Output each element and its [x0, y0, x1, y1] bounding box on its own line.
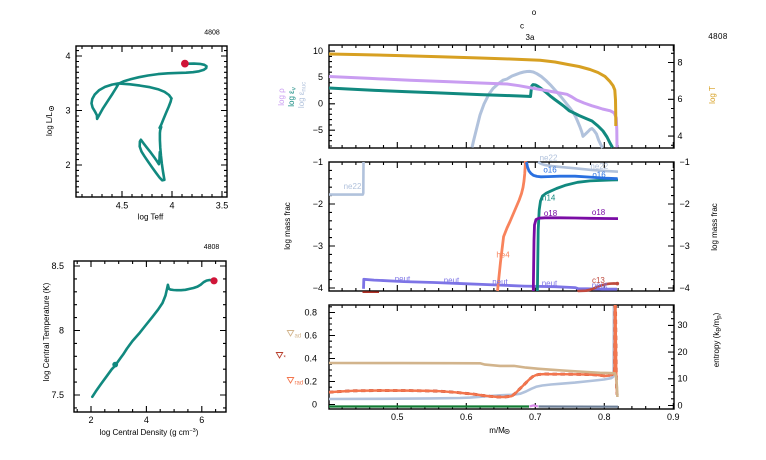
svg-text:4: 4 [65, 51, 70, 61]
svg-text:c13: c13 [592, 276, 605, 285]
svg-text:−4: −4 [313, 283, 323, 293]
svg-text:neut: neut [542, 279, 558, 288]
svg-text:ne22: ne22 [540, 154, 558, 163]
svg-text:−3: −3 [680, 241, 690, 251]
svg-text:entropy (kB/mp): entropy (kB/mp) [712, 312, 723, 367]
svg-text:*: * [284, 356, 287, 362]
svg-text:log Central Density (g cm−3): log Central Density (g cm−3) [100, 428, 199, 437]
svg-text:0: 0 [312, 399, 317, 409]
svg-text:log ρ: log ρ [277, 88, 286, 106]
svg-text:o18: o18 [592, 208, 606, 217]
svg-text:o16: o16 [592, 171, 606, 180]
svg-text:10: 10 [678, 374, 688, 384]
svg-text:c: c [520, 21, 524, 30]
svg-text:4.5: 4.5 [116, 201, 129, 211]
svg-text:4: 4 [169, 201, 174, 211]
svg-text:log Central Temperature (K): log Central Temperature (K) [42, 282, 51, 381]
svg-text:0.6: 0.6 [304, 330, 317, 340]
svg-text:0: 0 [318, 99, 323, 109]
svg-text:neut: neut [492, 277, 508, 286]
svg-text:3: 3 [65, 105, 70, 115]
svg-text:8: 8 [59, 325, 64, 335]
svg-text:0.2: 0.2 [304, 376, 317, 386]
svg-text:o18: o18 [544, 209, 558, 218]
svg-text:−5: −5 [313, 125, 323, 135]
svg-text:log L/L: log L/L [45, 111, 54, 136]
svg-text:0.5: 0.5 [391, 412, 404, 422]
svg-text:0.9: 0.9 [667, 412, 680, 422]
svg-text:−2: −2 [313, 199, 323, 209]
svg-text:−1: −1 [680, 157, 690, 167]
svg-text:0.8: 0.8 [598, 412, 611, 422]
svg-text:neut: neut [444, 276, 460, 285]
svg-text:rad: rad [295, 381, 304, 387]
svg-text:n14: n14 [542, 194, 556, 203]
svg-text:log Teff: log Teff [138, 213, 164, 222]
svg-text:log T: log T [708, 86, 717, 104]
svg-text:8.5: 8.5 [51, 261, 64, 271]
svg-text:4808: 4808 [708, 32, 728, 41]
svg-text:3a: 3a [526, 33, 535, 42]
svg-text:ad: ad [295, 334, 302, 340]
svg-text:4: 4 [144, 415, 149, 425]
svg-text:neut: neut [395, 275, 411, 284]
svg-text:3.5: 3.5 [216, 201, 229, 211]
svg-text:6: 6 [199, 415, 204, 425]
svg-text:ne22: ne22 [590, 162, 608, 171]
svg-text:20: 20 [678, 347, 688, 357]
svg-text:−1: −1 [313, 157, 323, 167]
svg-text:4808: 4808 [204, 30, 220, 37]
svg-text:−4: −4 [680, 283, 690, 293]
svg-text:6: 6 [678, 94, 683, 104]
svg-text:o16: o16 [543, 166, 557, 175]
svg-text:10: 10 [313, 46, 323, 56]
svg-text:0.6: 0.6 [460, 412, 473, 422]
svg-text:−3: −3 [313, 241, 323, 251]
svg-text:m/M: m/M [489, 426, 505, 435]
svg-text:neut: neut [592, 281, 608, 290]
svg-text:he4: he4 [496, 251, 510, 260]
svg-text:0: 0 [678, 400, 683, 410]
svg-text:30: 30 [678, 320, 688, 330]
svg-text:log mass frac: log mass frac [710, 203, 719, 251]
svg-text:log εnuc: log εnuc [297, 82, 308, 108]
svg-text:5: 5 [318, 72, 323, 82]
svg-text:log εν: log εν [287, 87, 298, 106]
svg-text:0.8: 0.8 [304, 307, 317, 317]
svg-text:4808: 4808 [204, 244, 220, 251]
svg-text:log mass frac: log mass frac [283, 202, 292, 250]
svg-text:7.5: 7.5 [51, 390, 64, 400]
svg-text:8: 8 [678, 57, 683, 67]
svg-text:2: 2 [65, 160, 70, 170]
svg-text:ne22: ne22 [344, 182, 362, 191]
svg-text:4: 4 [678, 131, 683, 141]
svg-text:0.7: 0.7 [529, 412, 542, 422]
svg-text:−2: −2 [680, 199, 690, 209]
svg-text:2: 2 [88, 415, 93, 425]
svg-text:0.4: 0.4 [304, 353, 317, 363]
svg-text:o: o [532, 8, 537, 17]
